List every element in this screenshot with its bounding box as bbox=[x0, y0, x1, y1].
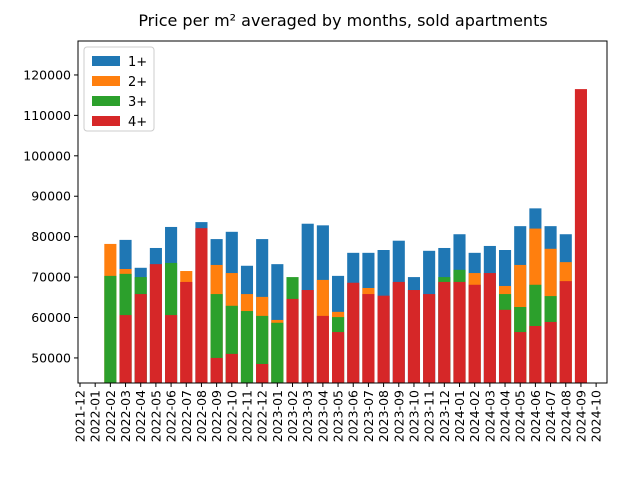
x-tick-label: 2022-03 bbox=[118, 390, 133, 442]
legend-swatch bbox=[92, 56, 120, 66]
bar bbox=[210, 357, 223, 383]
bar bbox=[332, 332, 345, 383]
legend-label: 4+ bbox=[128, 115, 147, 130]
bar bbox=[362, 294, 375, 383]
x-tick-label: 2023-06 bbox=[346, 390, 361, 442]
x-tick-label: 2024-01 bbox=[452, 390, 467, 442]
y-tick-label: 70000 bbox=[31, 270, 71, 285]
bar bbox=[438, 281, 451, 383]
x-tick-label: 2023-09 bbox=[391, 390, 406, 442]
x-tick-label: 2023-12 bbox=[437, 390, 452, 442]
y-tick-label: 90000 bbox=[31, 189, 71, 204]
x-tick-label: 2023-11 bbox=[422, 390, 437, 442]
bar bbox=[134, 294, 147, 383]
x-tick-label: 2023-05 bbox=[331, 390, 346, 442]
bar bbox=[347, 282, 360, 383]
bar bbox=[468, 284, 481, 383]
y-tick-label: 110000 bbox=[23, 108, 71, 123]
x-tick-label: 2023-07 bbox=[361, 390, 376, 442]
legend-swatch bbox=[92, 116, 120, 126]
x-tick-label: 2023-04 bbox=[315, 390, 330, 442]
y-tick-label: 50000 bbox=[31, 350, 71, 365]
bar bbox=[407, 290, 421, 383]
bar bbox=[119, 315, 132, 383]
x-tick-label: 2023-01 bbox=[270, 390, 285, 442]
y-tick-label: 120000 bbox=[23, 67, 71, 82]
x-tick-label: 2024-03 bbox=[482, 390, 497, 442]
legend-label: 1+ bbox=[128, 55, 147, 70]
chart-title: Price per m² averaged by months, sold ap… bbox=[138, 11, 547, 30]
y-tick-label: 80000 bbox=[31, 229, 71, 244]
x-tick-label: 2023-10 bbox=[406, 390, 421, 442]
bar bbox=[286, 298, 299, 383]
bar bbox=[301, 290, 314, 383]
x-tick-label: 2024-09 bbox=[573, 390, 588, 442]
bar bbox=[514, 332, 527, 383]
bar bbox=[256, 364, 269, 383]
plot-frame bbox=[77, 40, 608, 384]
legend-label: 2+ bbox=[128, 75, 147, 90]
bar bbox=[240, 311, 254, 383]
bar bbox=[377, 295, 390, 383]
x-tick-label: 2021-12 bbox=[73, 390, 88, 442]
bar bbox=[453, 281, 466, 383]
x-tick-label: 2023-08 bbox=[376, 390, 391, 442]
legend-label: 3+ bbox=[128, 95, 147, 110]
x-tick-label: 2023-03 bbox=[300, 390, 315, 442]
x-tick-label: 2022-08 bbox=[194, 390, 209, 442]
bar bbox=[316, 315, 329, 383]
bar bbox=[149, 264, 162, 383]
x-tick-label: 2024-07 bbox=[543, 390, 558, 442]
x-tick-label: 2024-10 bbox=[589, 390, 604, 442]
x-tick-label: 2022-04 bbox=[133, 390, 148, 442]
bar bbox=[559, 281, 572, 383]
y-tick-label: 60000 bbox=[31, 310, 71, 325]
x-tick-label: 2022-09 bbox=[209, 390, 224, 442]
x-tick-label: 2024-04 bbox=[498, 390, 513, 442]
bar bbox=[483, 273, 496, 383]
x-tick-label: 2022-11 bbox=[239, 390, 254, 442]
x-tick-label: 2024-08 bbox=[558, 390, 573, 442]
legend-box bbox=[83, 46, 155, 132]
bar bbox=[498, 309, 512, 383]
x-tick-label: 2024-05 bbox=[513, 390, 528, 442]
bar bbox=[544, 321, 557, 383]
x-tick-label: 2022-12 bbox=[255, 390, 270, 442]
bar bbox=[225, 353, 238, 383]
bar bbox=[180, 281, 193, 383]
legend-swatch bbox=[92, 96, 120, 106]
x-tick-label: 2023-02 bbox=[285, 390, 300, 442]
legend-swatch bbox=[92, 76, 120, 86]
bar bbox=[529, 326, 542, 383]
legend: 1+ 2+ 3+ 4+ bbox=[83, 46, 155, 132]
x-tick-label: 2022-02 bbox=[103, 390, 118, 442]
plot bbox=[104, 89, 587, 383]
y-tick-label: 100000 bbox=[23, 148, 71, 163]
bar bbox=[271, 322, 284, 383]
x-tick-label: 2024-06 bbox=[528, 390, 543, 442]
x-tick-label: 2022-06 bbox=[164, 390, 179, 442]
x-tick-label: 2022-07 bbox=[179, 390, 194, 442]
x-tick-label: 2022-10 bbox=[224, 390, 239, 442]
x-tick-label: 2022-05 bbox=[148, 390, 163, 442]
x-tick-label: 2022-01 bbox=[88, 390, 103, 442]
bar bbox=[165, 315, 178, 383]
x-tick-label: 2024-02 bbox=[467, 390, 482, 442]
bar bbox=[423, 294, 436, 383]
bar bbox=[392, 281, 405, 383]
bar bbox=[195, 228, 208, 383]
bar bbox=[104, 275, 117, 383]
bar bbox=[574, 89, 587, 383]
